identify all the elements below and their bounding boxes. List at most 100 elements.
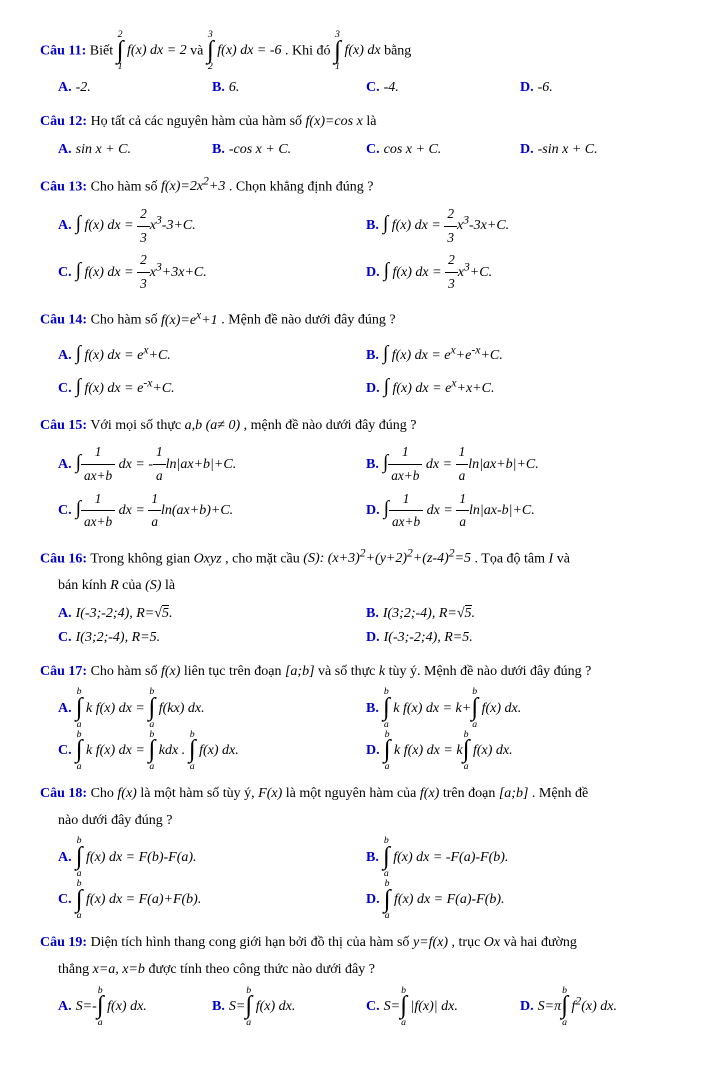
q15-t2: , mệnh đề nào dưới đây đúng ? bbox=[244, 418, 417, 433]
q11-t2: và bbox=[190, 43, 207, 58]
q18-t3: là một nguyên hàm của bbox=[286, 786, 420, 801]
q11-m2: 3∫2 f(x) dx = -6 bbox=[207, 43, 282, 58]
q17-ans-d: D.b∫a k f(x) dx = kb∫a f(x) dx. bbox=[366, 730, 674, 772]
q16-ans-d: D.I(-3;-2;4), R=5. bbox=[366, 626, 674, 650]
question-15: Câu 15: Với mọi số thực a,b (a≠ 0) , mện… bbox=[40, 414, 674, 534]
q12-ans-c: C.cos x + C. bbox=[366, 138, 520, 162]
q16-m4: R bbox=[110, 578, 119, 593]
q11-t1: Biết bbox=[90, 43, 117, 58]
q14-t: Cho hàm số bbox=[91, 313, 161, 328]
q17-ans-a: A.b∫a k f(x) dx = b∫a f(kx) dx. bbox=[58, 687, 366, 729]
q17-t2: liên tục trên đoạn bbox=[184, 664, 285, 679]
q12-m: f(x)=cos x bbox=[306, 114, 363, 129]
q14-label: Câu 14: bbox=[40, 313, 87, 328]
q17-m1: f(x) bbox=[161, 664, 180, 679]
question-17: Câu 17: Cho hàm số f(x) liên tục trên đo… bbox=[40, 660, 674, 772]
q15-ans-c: C.∫1ax+b dx = 1aln(ax+b)+C. bbox=[58, 488, 366, 534]
q12-ans-d: D.-sin x + C. bbox=[520, 138, 674, 162]
q17-t: Cho hàm số bbox=[91, 664, 161, 679]
q19-sub: thẳng bbox=[58, 962, 93, 977]
q16-t2: , cho mặt cầu bbox=[225, 551, 303, 566]
q19-ans-b: B.S=b∫a f(x) dx. bbox=[212, 986, 366, 1028]
q16-m1: Oxyz bbox=[194, 551, 222, 566]
q15-label: Câu 15: bbox=[40, 418, 87, 433]
q11-m3: 3∫1 f(x) dx bbox=[334, 43, 381, 58]
q15-ans-d: D.∫1ax+b dx = 1aln|ax-b|+C. bbox=[366, 488, 674, 534]
q17-label: Câu 17: bbox=[40, 664, 87, 679]
question-12: Câu 12: Họ tất cả các nguyên hàm của hàm… bbox=[40, 110, 674, 162]
q18-label: Câu 18: bbox=[40, 786, 87, 801]
q13-label: Câu 13: bbox=[40, 179, 87, 194]
q14-t2: . Mệnh đề nào dưới đây đúng ? bbox=[221, 313, 395, 328]
q17-m3: k bbox=[379, 664, 385, 679]
q18-ans-c: C.b∫a f(x) dx = F(a)+F(b). bbox=[58, 879, 366, 921]
q18-t5: . Mệnh đề bbox=[532, 786, 588, 801]
q12-ans-b: B.-cos x + C. bbox=[212, 138, 366, 162]
question-13: Câu 13: Cho hàm số f(x)=2x2+3 . Chọn khẳ… bbox=[40, 172, 674, 296]
q17-ans-b: B.b∫a k f(x) dx = k+b∫a f(x) dx. bbox=[366, 687, 674, 729]
q19-label: Câu 19: bbox=[40, 935, 87, 950]
q16-t3: . Tọa độ tâm bbox=[475, 551, 549, 566]
q19-m3: x=a, x=b bbox=[93, 962, 145, 977]
q16-sub: bán kính bbox=[58, 578, 110, 593]
q11-ans-b: B.6. bbox=[212, 76, 366, 100]
q19-ans-c: C.S=b∫a |f(x)| dx. bbox=[366, 986, 520, 1028]
q18-m3: f(x) bbox=[420, 786, 439, 801]
q18-t: Cho bbox=[91, 786, 118, 801]
q19-ans-a: A.S=-b∫a f(x) dx. bbox=[58, 986, 212, 1028]
question-11: Câu 11: Biết 2∫1 f(x) dx = 2 và 3∫2 f(x)… bbox=[40, 30, 674, 100]
q16-ans-c: C.I(3;2;-4), R=5. bbox=[58, 626, 366, 650]
q11-m1: 2∫1 f(x) dx = 2 bbox=[117, 43, 187, 58]
q12-ans-a: A.sin x + C. bbox=[58, 138, 212, 162]
question-16: Câu 16: Trong không gian Oxyz , cho mặt … bbox=[40, 544, 674, 650]
q13-m: f(x)=2x2+3 bbox=[161, 179, 225, 194]
q15-m: a,b (a≠ 0) bbox=[185, 418, 241, 433]
q18-m1: f(x) bbox=[117, 786, 136, 801]
q19-t: Diện tích hình thang cong giới hạn bởi đ… bbox=[91, 935, 413, 950]
q13-ans-d: D.∫ f(x) dx = 23x3+C. bbox=[366, 249, 674, 295]
q11-t4: bằng bbox=[384, 43, 411, 58]
q11-ans-a: A.-2. bbox=[58, 76, 212, 100]
q13-ans-a: A.∫ f(x) dx = 23x3-3+C. bbox=[58, 203, 366, 249]
q16-m2: (S): (x+3)2+(y+2)2+(z-4)2=5 bbox=[303, 551, 471, 566]
q15-ans-b: B.∫1ax+b dx = 1aln|ax+b|+C. bbox=[366, 441, 674, 487]
q16-t: Trong không gian bbox=[90, 551, 193, 566]
q14-m: f(x)=ex+1 bbox=[161, 313, 218, 328]
q15-t: Với mọi số thực bbox=[90, 418, 184, 433]
q18-t2: là một hàm số tùy ý, bbox=[140, 786, 258, 801]
q19-st: được tính theo công thức nào dưới đây ? bbox=[148, 962, 375, 977]
q13-t2: . Chọn khẳng định đúng ? bbox=[229, 179, 374, 194]
q16-m5: (S) bbox=[145, 578, 161, 593]
q17-t4: tùy ý. Mệnh đề nào dưới đây đúng ? bbox=[389, 664, 592, 679]
q16-m3: I bbox=[549, 551, 554, 566]
q18-ans-b: B.b∫a f(x) dx = -F(a)-F(b). bbox=[366, 836, 674, 878]
q19-m2: Ox bbox=[484, 935, 500, 950]
q16-st: của bbox=[122, 578, 145, 593]
q18-t4: trên đoạn bbox=[443, 786, 495, 801]
q19-m1: y=f(x) bbox=[413, 935, 448, 950]
question-18: Câu 18: Cho f(x) là một hàm số tùy ý, F(… bbox=[40, 782, 674, 921]
q18-m4: [a;b] bbox=[499, 786, 529, 801]
question-19: Câu 19: Diện tích hình thang cong giới h… bbox=[40, 931, 674, 1028]
q18-m2: F(x) bbox=[258, 786, 282, 801]
q11-ans-c: C.-4. bbox=[366, 76, 520, 100]
q17-t3: và số thực bbox=[318, 664, 379, 679]
q12-label: Câu 12: bbox=[40, 114, 87, 129]
q17-ans-c: C.b∫a k f(x) dx = b∫a kdx . b∫a f(x) dx. bbox=[58, 730, 366, 772]
q19-t2: , trục bbox=[452, 935, 484, 950]
q16-ans-b: B.I(3;2;-4), R=√5. bbox=[366, 602, 674, 626]
q19-t3: và hai đường bbox=[504, 935, 577, 950]
q13-t: Cho hàm số bbox=[91, 179, 161, 194]
q11-ans-d: D.-6. bbox=[520, 76, 674, 100]
q17-m2: [a;b] bbox=[285, 664, 315, 679]
q18-sub: nào dưới đây đúng ? bbox=[58, 813, 173, 828]
q12-t: Họ tất cả các nguyên hàm của hàm số bbox=[91, 114, 306, 129]
q14-ans-c: C.∫ f(x) dx = e-x+C. bbox=[58, 370, 366, 403]
q14-ans-a: A.∫ f(x) dx = ex+C. bbox=[58, 337, 366, 370]
question-14: Câu 14: Cho hàm số f(x)=ex+1 . Mệnh đề n… bbox=[40, 305, 674, 403]
q16-st2: là bbox=[165, 578, 175, 593]
q15-ans-a: A.∫1ax+b dx = -1aln|ax+b|+C. bbox=[58, 441, 366, 487]
q14-ans-b: B.∫ f(x) dx = ex+e-x+C. bbox=[366, 337, 674, 370]
q14-ans-d: D.∫ f(x) dx = ex+x+C. bbox=[366, 370, 674, 403]
q16-label: Câu 16: bbox=[40, 551, 87, 566]
